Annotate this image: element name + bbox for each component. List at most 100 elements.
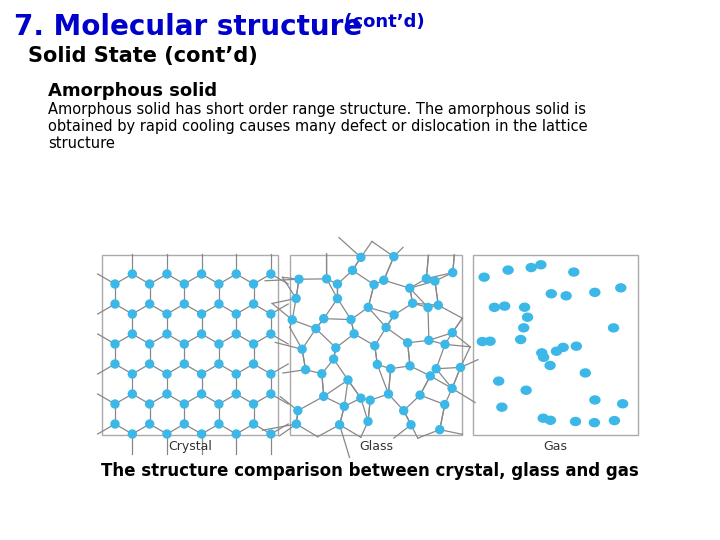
Ellipse shape [111,300,119,308]
Ellipse shape [288,316,296,324]
Ellipse shape [580,369,590,377]
Ellipse shape [379,276,388,284]
Ellipse shape [432,364,440,373]
Ellipse shape [250,340,258,348]
Ellipse shape [479,273,489,281]
Ellipse shape [387,364,395,373]
Ellipse shape [250,360,258,368]
Ellipse shape [320,315,328,323]
Ellipse shape [318,370,326,378]
Ellipse shape [233,430,240,438]
Ellipse shape [449,268,456,276]
Ellipse shape [180,360,189,368]
Ellipse shape [323,275,330,283]
Text: Crystal: Crystal [168,440,212,453]
Ellipse shape [295,275,303,283]
Ellipse shape [180,420,189,428]
Ellipse shape [128,370,136,378]
Ellipse shape [197,330,206,338]
Ellipse shape [163,310,171,318]
Ellipse shape [552,347,562,355]
Ellipse shape [233,330,240,338]
Ellipse shape [111,400,119,408]
Ellipse shape [561,292,571,300]
Ellipse shape [333,280,341,288]
Ellipse shape [233,310,240,318]
Text: obtained by rapid cooling causes many defect or dislocation in the lattice: obtained by rapid cooling causes many de… [48,119,588,134]
Ellipse shape [546,290,557,298]
Text: Solid State (cont’d): Solid State (cont’d) [28,46,258,66]
Ellipse shape [163,370,171,378]
Ellipse shape [145,340,153,348]
Ellipse shape [441,401,449,409]
Ellipse shape [590,418,599,427]
Ellipse shape [521,386,531,394]
Ellipse shape [390,253,398,261]
Ellipse shape [431,277,439,285]
Ellipse shape [364,303,372,312]
Ellipse shape [233,370,240,378]
Ellipse shape [250,420,258,428]
Text: The structure comparison between crystal, glass and gas: The structure comparison between crystal… [101,462,639,480]
Ellipse shape [477,338,487,346]
Ellipse shape [215,360,223,368]
Ellipse shape [456,363,464,372]
Ellipse shape [434,301,442,309]
Ellipse shape [572,342,581,350]
Ellipse shape [539,414,548,422]
Ellipse shape [145,280,153,288]
Ellipse shape [320,393,328,400]
Ellipse shape [215,340,223,348]
Ellipse shape [332,344,340,352]
Ellipse shape [490,303,500,312]
Ellipse shape [163,330,171,338]
Ellipse shape [163,270,171,278]
Ellipse shape [357,394,365,402]
Ellipse shape [145,360,153,368]
Ellipse shape [111,420,119,428]
Ellipse shape [233,270,240,278]
Ellipse shape [267,390,275,398]
Ellipse shape [197,370,206,378]
Ellipse shape [423,275,431,282]
Ellipse shape [590,396,600,404]
Ellipse shape [302,366,310,374]
Ellipse shape [409,299,417,307]
Ellipse shape [128,330,136,338]
Ellipse shape [333,295,341,302]
Ellipse shape [424,303,432,312]
Ellipse shape [416,391,424,399]
Text: Amorphous solid has short order range structure. The amorphous solid is: Amorphous solid has short order range st… [48,102,586,117]
Ellipse shape [590,288,600,296]
Ellipse shape [516,335,526,343]
Ellipse shape [341,402,348,410]
Ellipse shape [163,390,171,398]
Ellipse shape [570,417,580,426]
Ellipse shape [145,300,153,308]
Ellipse shape [111,280,119,288]
Ellipse shape [485,338,495,345]
Ellipse shape [400,407,408,415]
Ellipse shape [250,280,258,288]
Ellipse shape [609,416,619,424]
Ellipse shape [197,390,206,398]
Ellipse shape [215,400,223,408]
Ellipse shape [616,284,626,292]
Ellipse shape [128,310,136,318]
Ellipse shape [250,300,258,308]
Ellipse shape [128,390,136,398]
Ellipse shape [111,340,119,348]
Ellipse shape [407,421,415,429]
Ellipse shape [215,300,223,308]
Ellipse shape [267,270,275,278]
Ellipse shape [449,329,456,337]
Ellipse shape [128,430,136,438]
FancyBboxPatch shape [102,255,278,435]
Ellipse shape [267,330,275,338]
Ellipse shape [267,430,275,438]
Ellipse shape [382,323,390,332]
Ellipse shape [384,390,392,398]
Ellipse shape [441,340,449,348]
Ellipse shape [518,324,528,332]
Ellipse shape [163,430,171,438]
